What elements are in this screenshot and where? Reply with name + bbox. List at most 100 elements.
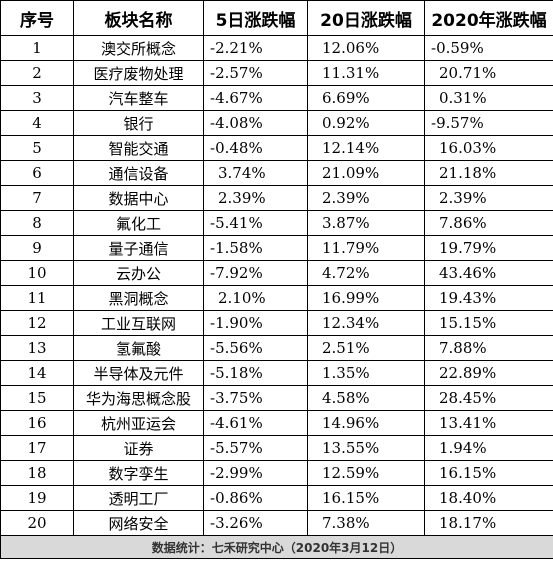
sector-name-cell: 数据中心 (73, 185, 204, 211)
change-5d-cell: 3.74% (203, 160, 308, 186)
header-5d-change: 5日涨跌幅 (203, 0, 308, 36)
change-20d-cell: 11.31% (307, 60, 425, 86)
row-index-cell: 15 (0, 385, 74, 411)
sector-name-cell: 网络安全 (73, 510, 204, 536)
source-note: 数据统计：七禾研究中心（2020年3月12日） (0, 535, 553, 559)
change-5d-cell: -2.57% (203, 60, 308, 86)
change-20d-cell: 0.92% (307, 110, 425, 136)
change-2020-cell: 22.89% (424, 360, 553, 386)
change-5d-cell: -5.57% (203, 435, 308, 461)
change-2020-cell: 13.41% (424, 410, 553, 436)
sector-name-cell: 氢氟酸 (73, 335, 204, 361)
row-index-cell: 4 (0, 110, 74, 136)
sector-name-cell: 量子通信 (73, 235, 204, 261)
change-2020-cell: 7.88% (424, 335, 553, 361)
table-footer: 数据统计：七禾研究中心（2020年3月12日） (0, 535, 553, 559)
row-index-cell: 6 (0, 160, 74, 186)
table-header: 序号 板块名称 5日涨跌幅 20日涨跌幅 2020年涨跌幅 (0, 0, 553, 36)
change-2020-cell: 18.40% (424, 485, 553, 511)
change-5d-cell: -3.75% (203, 385, 308, 411)
change-2020-cell: 0.31% (424, 85, 553, 111)
sector-name-cell: 杭州亚运会 (73, 410, 204, 436)
table-row: 1 澳交所概念 -2.21% 12.06% -0.59% (0, 35, 553, 61)
sector-name-cell: 氟化工 (73, 210, 204, 236)
change-5d-cell: -4.67% (203, 85, 308, 111)
change-20d-cell: 21.09% (307, 160, 425, 186)
row-index-cell: 18 (0, 460, 74, 486)
change-5d-cell: -1.90% (203, 310, 308, 336)
change-5d-cell: -0.86% (203, 485, 308, 511)
change-2020-cell: -9.57% (424, 110, 553, 136)
change-5d-cell: -5.18% (203, 360, 308, 386)
header-20d-change: 20日涨跌幅 (307, 0, 425, 36)
change-20d-cell: 11.79% (307, 235, 425, 261)
change-20d-cell: 12.34% (307, 310, 425, 336)
change-20d-cell: 3.87% (307, 210, 425, 236)
row-index-cell: 2 (0, 60, 74, 86)
change-20d-cell: 16.99% (307, 285, 425, 311)
table-row: 2 医疗废物处理 -2.57% 11.31% 20.71% (0, 60, 553, 86)
change-2020-cell: 20.71% (424, 60, 553, 86)
table-row: 16 杭州亚运会 -4.61% 14.96% 13.41% (0, 410, 553, 436)
table-row: 19 透明工厂 -0.86% 16.15% 18.40% (0, 485, 553, 511)
change-2020-cell: 19.43% (424, 285, 553, 311)
table-row: 8 氟化工 -5.41% 3.87% 7.86% (0, 210, 553, 236)
table-row: 3 汽车整车 -4.67% 6.69% 0.31% (0, 85, 553, 111)
table-row: 6 通信设备 3.74% 21.09% 21.18% (0, 160, 553, 186)
change-20d-cell: 12.06% (307, 35, 425, 61)
sector-name-cell: 数字孪生 (73, 460, 204, 486)
change-20d-cell: 4.58% (307, 385, 425, 411)
change-20d-cell: 7.38% (307, 510, 425, 536)
change-2020-cell: 7.86% (424, 210, 553, 236)
sector-name-cell: 工业互联网 (73, 310, 204, 336)
table-row: 7 数据中心 2.39% 2.39% 2.39% (0, 185, 553, 211)
row-index-cell: 14 (0, 360, 74, 386)
sector-name-cell: 澳交所概念 (73, 35, 204, 61)
change-20d-cell: 12.14% (307, 135, 425, 161)
change-20d-cell: 16.15% (307, 485, 425, 511)
change-2020-cell: 21.18% (424, 160, 553, 186)
table-row: 18 数字孪生 -2.99% 12.59% 16.15% (0, 460, 553, 486)
row-index-cell: 19 (0, 485, 74, 511)
header-row: 序号 板块名称 5日涨跌幅 20日涨跌幅 2020年涨跌幅 (0, 0, 553, 36)
sector-name-cell: 汽车整车 (73, 85, 204, 111)
change-20d-cell: 6.69% (307, 85, 425, 111)
change-2020-cell: 16.03% (424, 135, 553, 161)
change-2020-cell: 43.46% (424, 260, 553, 286)
sector-name-cell: 银行 (73, 110, 204, 136)
change-2020-cell: 1.94% (424, 435, 553, 461)
table-body: 1 澳交所概念 -2.21% 12.06% -0.59% 2 医疗废物处理 -2.57% 11.… (0, 35, 553, 536)
table-row: 14 半导体及元件 -5.18% 1.35% 22.89% (0, 360, 553, 386)
sector-name-cell: 云办公 (73, 260, 204, 286)
row-index-cell: 17 (0, 435, 74, 461)
sector-name-cell: 半导体及元件 (73, 360, 204, 386)
change-5d-cell: -5.41% (203, 210, 308, 236)
change-2020-cell: 19.79% (424, 235, 553, 261)
change-2020-cell: 2.39% (424, 185, 553, 211)
table-row: 11 黑洞概念 2.10% 16.99% 19.43% (0, 285, 553, 311)
change-20d-cell: 14.96% (307, 410, 425, 436)
row-index-cell: 5 (0, 135, 74, 161)
table-row: 13 氢氟酸 -5.56% 2.51% 7.88% (0, 335, 553, 361)
change-20d-cell: 2.51% (307, 335, 425, 361)
change-2020-cell: -0.59% (424, 35, 553, 61)
row-index-cell: 12 (0, 310, 74, 336)
table-row: 17 证券 -5.57% 13.55% 1.94% (0, 435, 553, 461)
row-index-cell: 8 (0, 210, 74, 236)
change-2020-cell: 28.45% (424, 385, 553, 411)
table-row: 4 银行 -4.08% 0.92% -9.57% (0, 110, 553, 136)
sector-name-cell: 医疗废物处理 (73, 60, 204, 86)
table-row: 12 工业互联网 -1.90% 12.34% 15.15% (0, 310, 553, 336)
change-5d-cell: -5.56% (203, 335, 308, 361)
change-5d-cell: -4.61% (203, 410, 308, 436)
table-row: 9 量子通信 -1.58% 11.79% 19.79% (0, 235, 553, 261)
header-sector-name: 板块名称 (73, 0, 204, 36)
change-5d-cell: 2.39% (203, 185, 308, 211)
change-5d-cell: -1.58% (203, 235, 308, 261)
row-index-cell: 10 (0, 260, 74, 286)
sector-name-cell: 智能交通 (73, 135, 204, 161)
change-2020-cell: 16.15% (424, 460, 553, 486)
change-20d-cell: 4.72% (307, 260, 425, 286)
row-index-cell: 13 (0, 335, 74, 361)
change-5d-cell: -4.08% (203, 110, 308, 136)
